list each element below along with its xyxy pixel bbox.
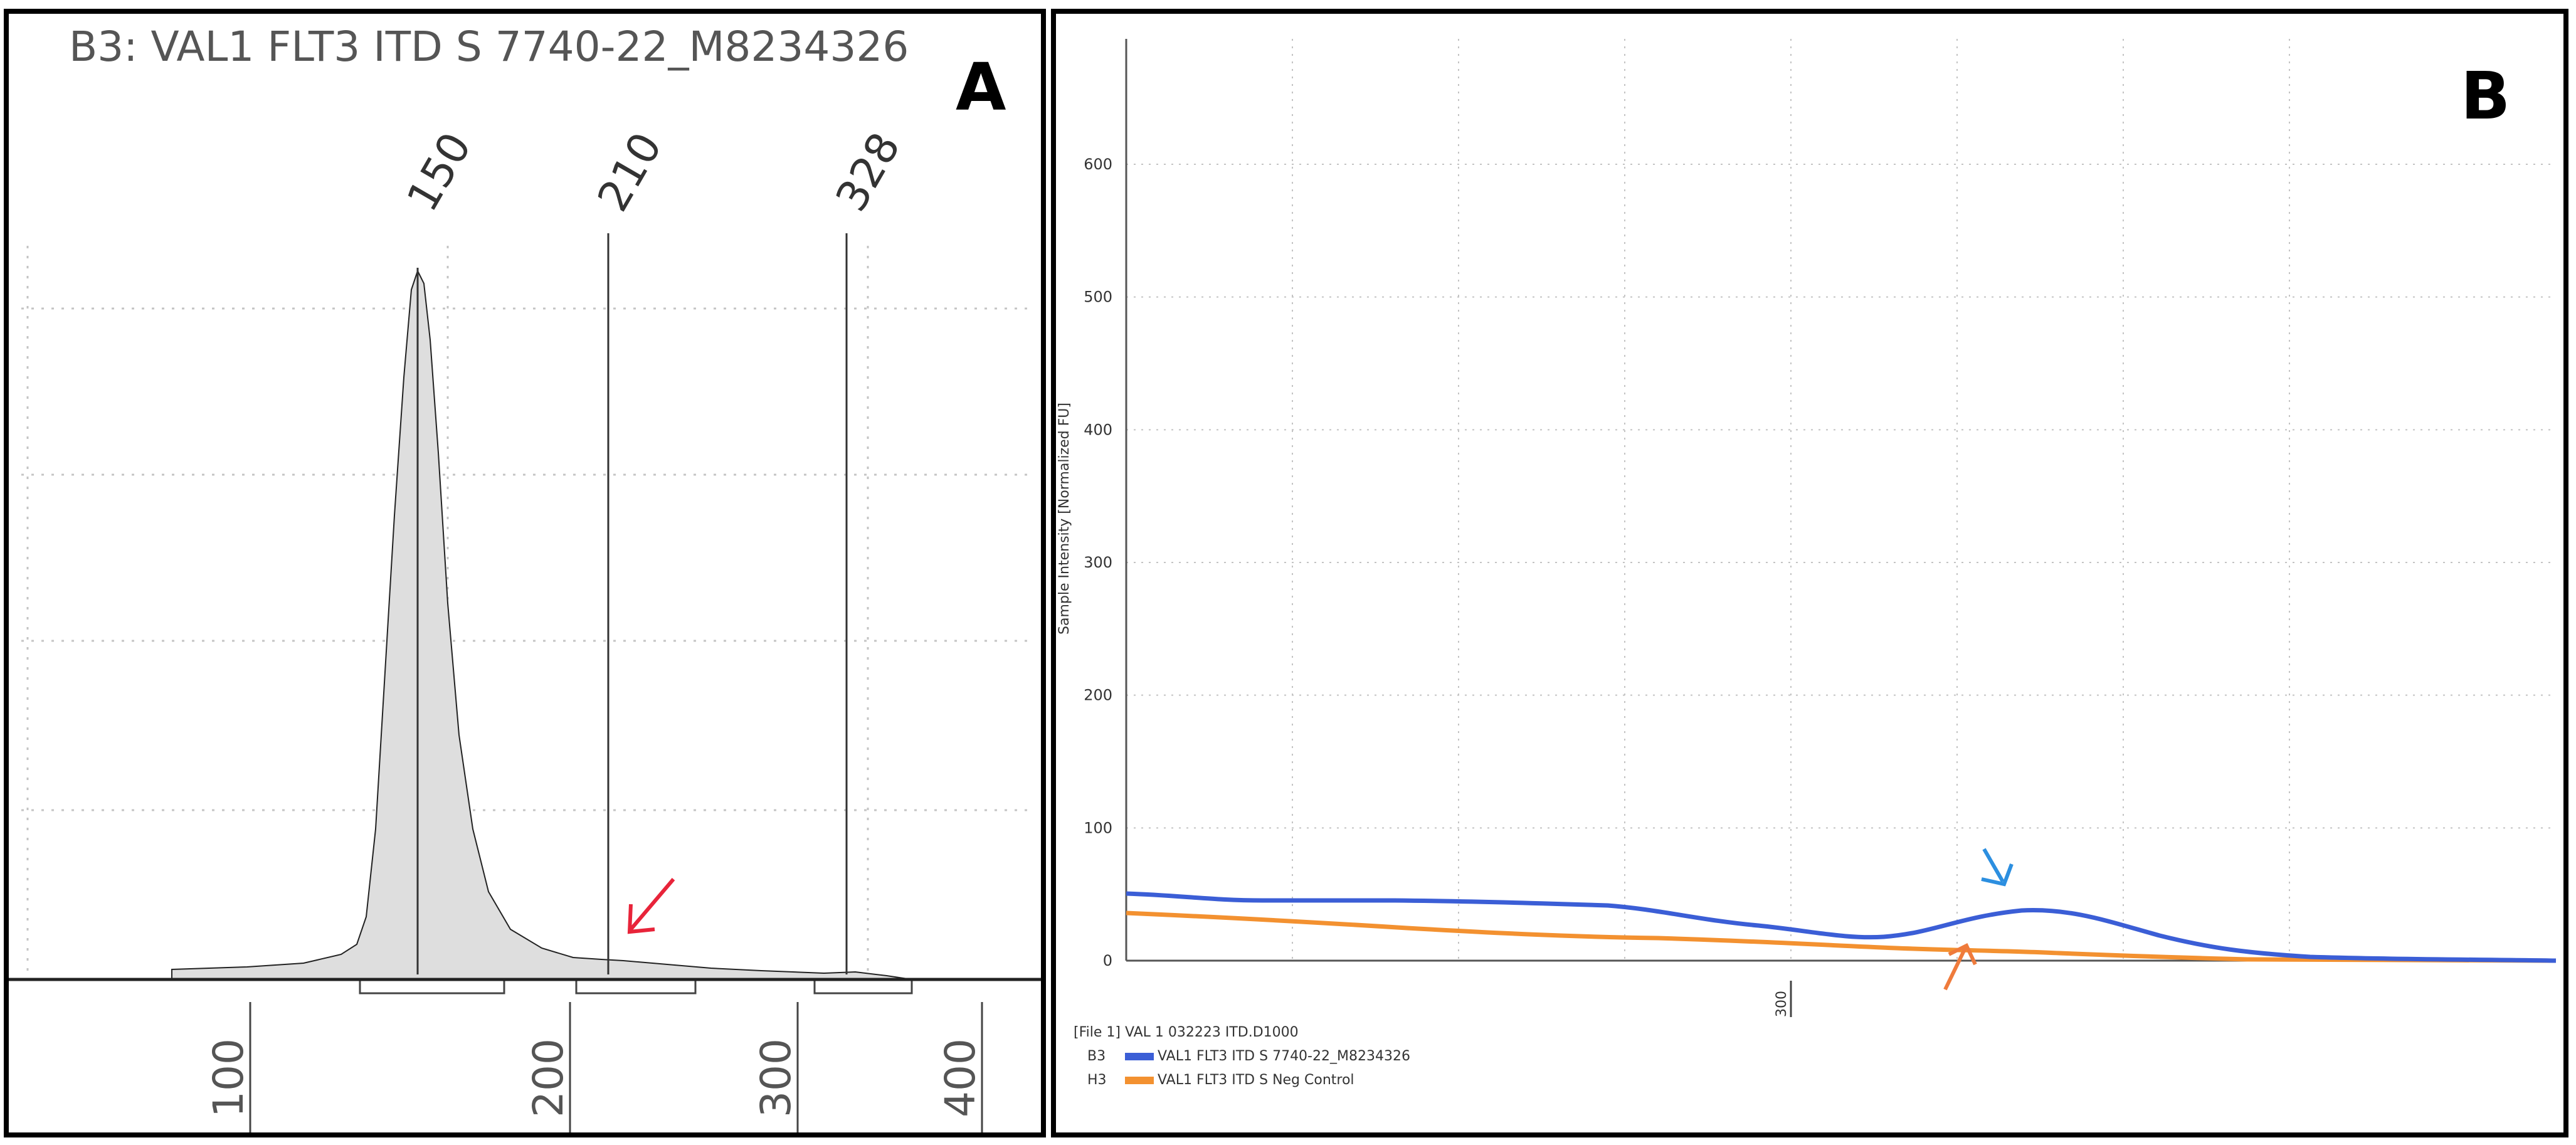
- x-tick-label: 200: [524, 1038, 573, 1117]
- panel-a-title: B3: VAL1 FLT3 ITD S 7740-22_M8234326: [69, 23, 909, 71]
- legend-well: H3: [1087, 1072, 1107, 1088]
- peak-label: 210: [588, 125, 672, 220]
- x-tick-label: 300: [1774, 991, 1790, 1017]
- x-tick-label: 100: [204, 1038, 253, 1117]
- y-tick-label: 500: [1084, 288, 1112, 306]
- peak-box: [813, 978, 913, 995]
- legend-entry-sample: B3 VAL1 FLT3 ITD S 7740-22_M8234326: [1087, 1048, 1410, 1064]
- y-axis-label: Sample Intensity [Normalized FU]: [1057, 403, 1072, 635]
- annotation-arrows: [1943, 848, 2014, 991]
- red-arrow: [627, 878, 675, 934]
- orange-arrow-shaft: [1943, 947, 1967, 991]
- x-tick-label: 400: [936, 1038, 984, 1117]
- peak-boxes: [359, 978, 913, 995]
- legend-label: VAL1 FLT3 ITD S 7740-22_M8234326: [1158, 1048, 1410, 1064]
- legend-label: VAL1 FLT3 ITD S Neg Control: [1158, 1072, 1354, 1088]
- legend-entry-control: H3 VAL1 FLT3 ITD S Neg Control: [1087, 1072, 1354, 1088]
- peak-area: [171, 269, 912, 980]
- y-tick-label: 200: [1084, 687, 1112, 704]
- series-line-sample: [1126, 891, 2557, 963]
- y-tick-label: 100: [1084, 819, 1112, 836]
- y-tick-label: 600: [1084, 156, 1112, 173]
- blue-arrow-head: [1981, 863, 2014, 887]
- grid-lines: [1126, 39, 2556, 961]
- peak-labels: 150 210 328: [398, 125, 910, 220]
- electropherogram-chart: 100 200 300 400 150 210 328: [9, 125, 1041, 1132]
- blue-arrow-shaft: [1982, 848, 2005, 883]
- arrow-shaft: [629, 878, 675, 931]
- axes: [1125, 39, 2556, 962]
- panel-b: B 0 100 200 300 400 500 600 300 Sample Intensi…: [1051, 9, 2568, 1137]
- panel-b-letter: B: [2461, 58, 2511, 134]
- panel-a: B3: VAL1 FLT3 ITD S 7740-22_M8234326 A 1…: [4, 9, 1046, 1137]
- x-tick-label: 300: [752, 1038, 800, 1117]
- panel-a-letter: A: [956, 49, 1006, 125]
- peak-marker-lines: [416, 233, 848, 974]
- series-line-neg-control: [1126, 910, 2557, 963]
- grid-lines: [21, 246, 1031, 979]
- y-tick-label: 300: [1084, 554, 1112, 571]
- peak-label: 328: [826, 125, 910, 220]
- arrow-head: [627, 904, 655, 934]
- legend-file-label: [File 1] VAL 1 032223 ITD.D1000: [1074, 1025, 1299, 1040]
- y-axis-ticks: 0 100 200 300 400 500 600: [1084, 156, 1112, 969]
- y-tick-label: 0: [1103, 952, 1112, 969]
- legend-swatch: [1125, 1052, 1154, 1060]
- peak-box: [575, 978, 697, 995]
- overlay-chart: 0 100 200 300 400 500 600 300 Sample Intensity…: [1057, 39, 2557, 1017]
- peak-box: [359, 978, 505, 995]
- legend-well: B3: [1087, 1048, 1106, 1064]
- y-tick-label: 400: [1084, 421, 1112, 438]
- x-axis-ticks: 300: [1774, 981, 1792, 1017]
- legend-swatch: [1125, 1076, 1154, 1084]
- x-axis-ticks: 100 200 300 400: [204, 1002, 984, 1132]
- orange-arrow-head: [1948, 942, 1977, 966]
- peak-label: 150: [398, 125, 481, 220]
